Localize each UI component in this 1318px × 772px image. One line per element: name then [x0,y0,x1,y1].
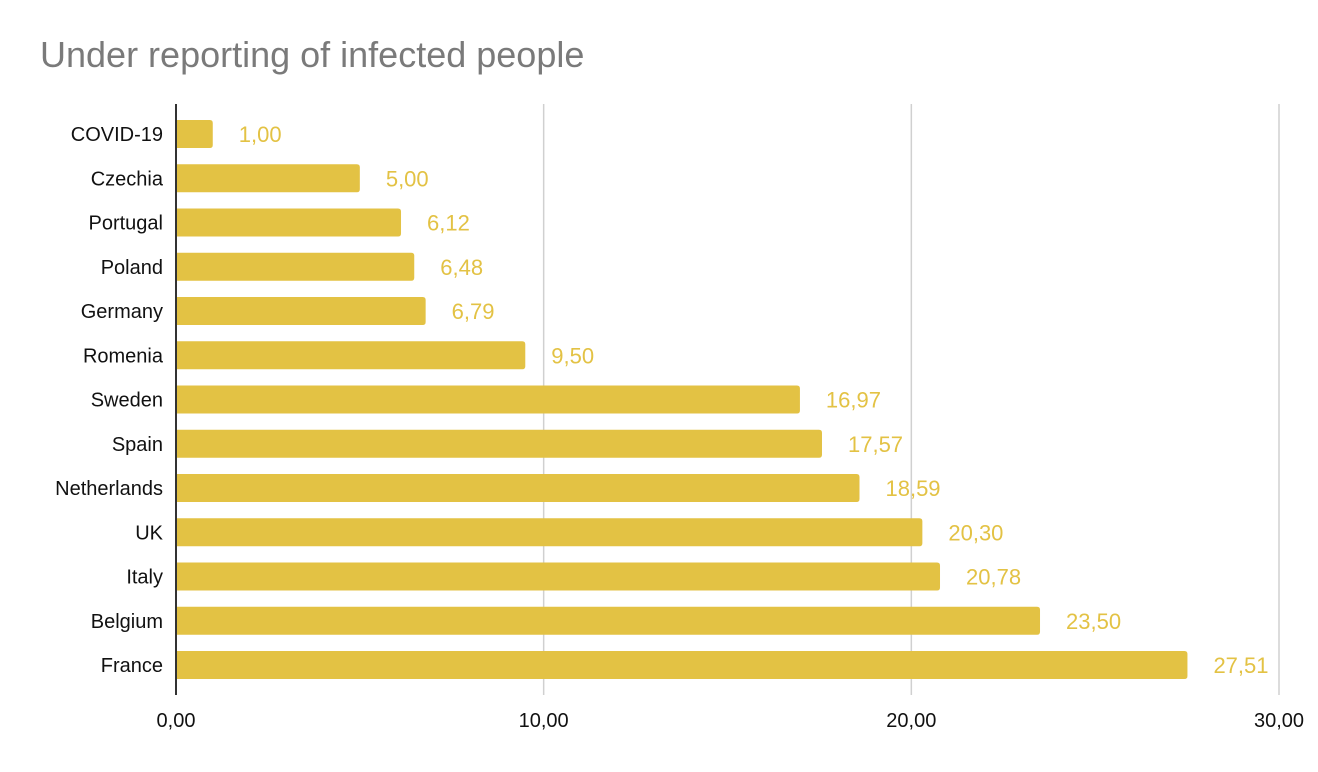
category-label: COVID-19 [71,124,163,146]
bar [176,208,402,237]
bar [176,385,800,414]
category-label: Romenia [83,345,164,367]
data-label: 9,50 [551,343,594,368]
data-label: 20,30 [948,520,1003,545]
category-label: Poland [101,257,163,279]
data-label: 1,00 [239,122,282,147]
bar [176,562,941,591]
bar [176,429,822,458]
x-tick-label: 10,00 [519,710,569,732]
bar [176,297,426,325]
data-label: 16,97 [826,388,881,413]
category-label: UK [135,522,163,544]
bar [175,252,415,281]
bar [176,341,526,370]
category-label: Czechia [91,168,164,190]
category-label: Netherlands [55,478,163,500]
bar [175,651,1188,679]
chart-title: Under reporting of infected people [40,34,585,75]
data-label: 6,79 [452,299,495,324]
category-label: Italy [126,567,163,589]
bar [176,518,923,547]
category-label: Spain [112,434,163,456]
x-tick-label: 20,00 [886,710,936,732]
data-label: 23,50 [1066,609,1121,634]
data-label: 6,48 [440,255,483,280]
category-label: Belgium [91,611,163,633]
data-label: 18,59 [885,476,940,501]
bar [176,120,213,148]
data-label: 27,51 [1213,653,1268,678]
bar [175,164,360,193]
data-label: 6,12 [427,211,470,236]
category-label: Portugal [89,213,164,235]
x-tick-label: 30,00 [1254,710,1304,732]
data-label: 17,57 [848,432,903,457]
category-label: Sweden [91,390,163,412]
data-label: 5,00 [386,166,429,191]
category-label: France [101,655,163,677]
x-tick-label: 0,00 [157,710,196,732]
bar [176,474,860,502]
data-label: 20,78 [966,565,1021,590]
bar [175,606,1041,635]
category-label: Germany [81,301,163,323]
